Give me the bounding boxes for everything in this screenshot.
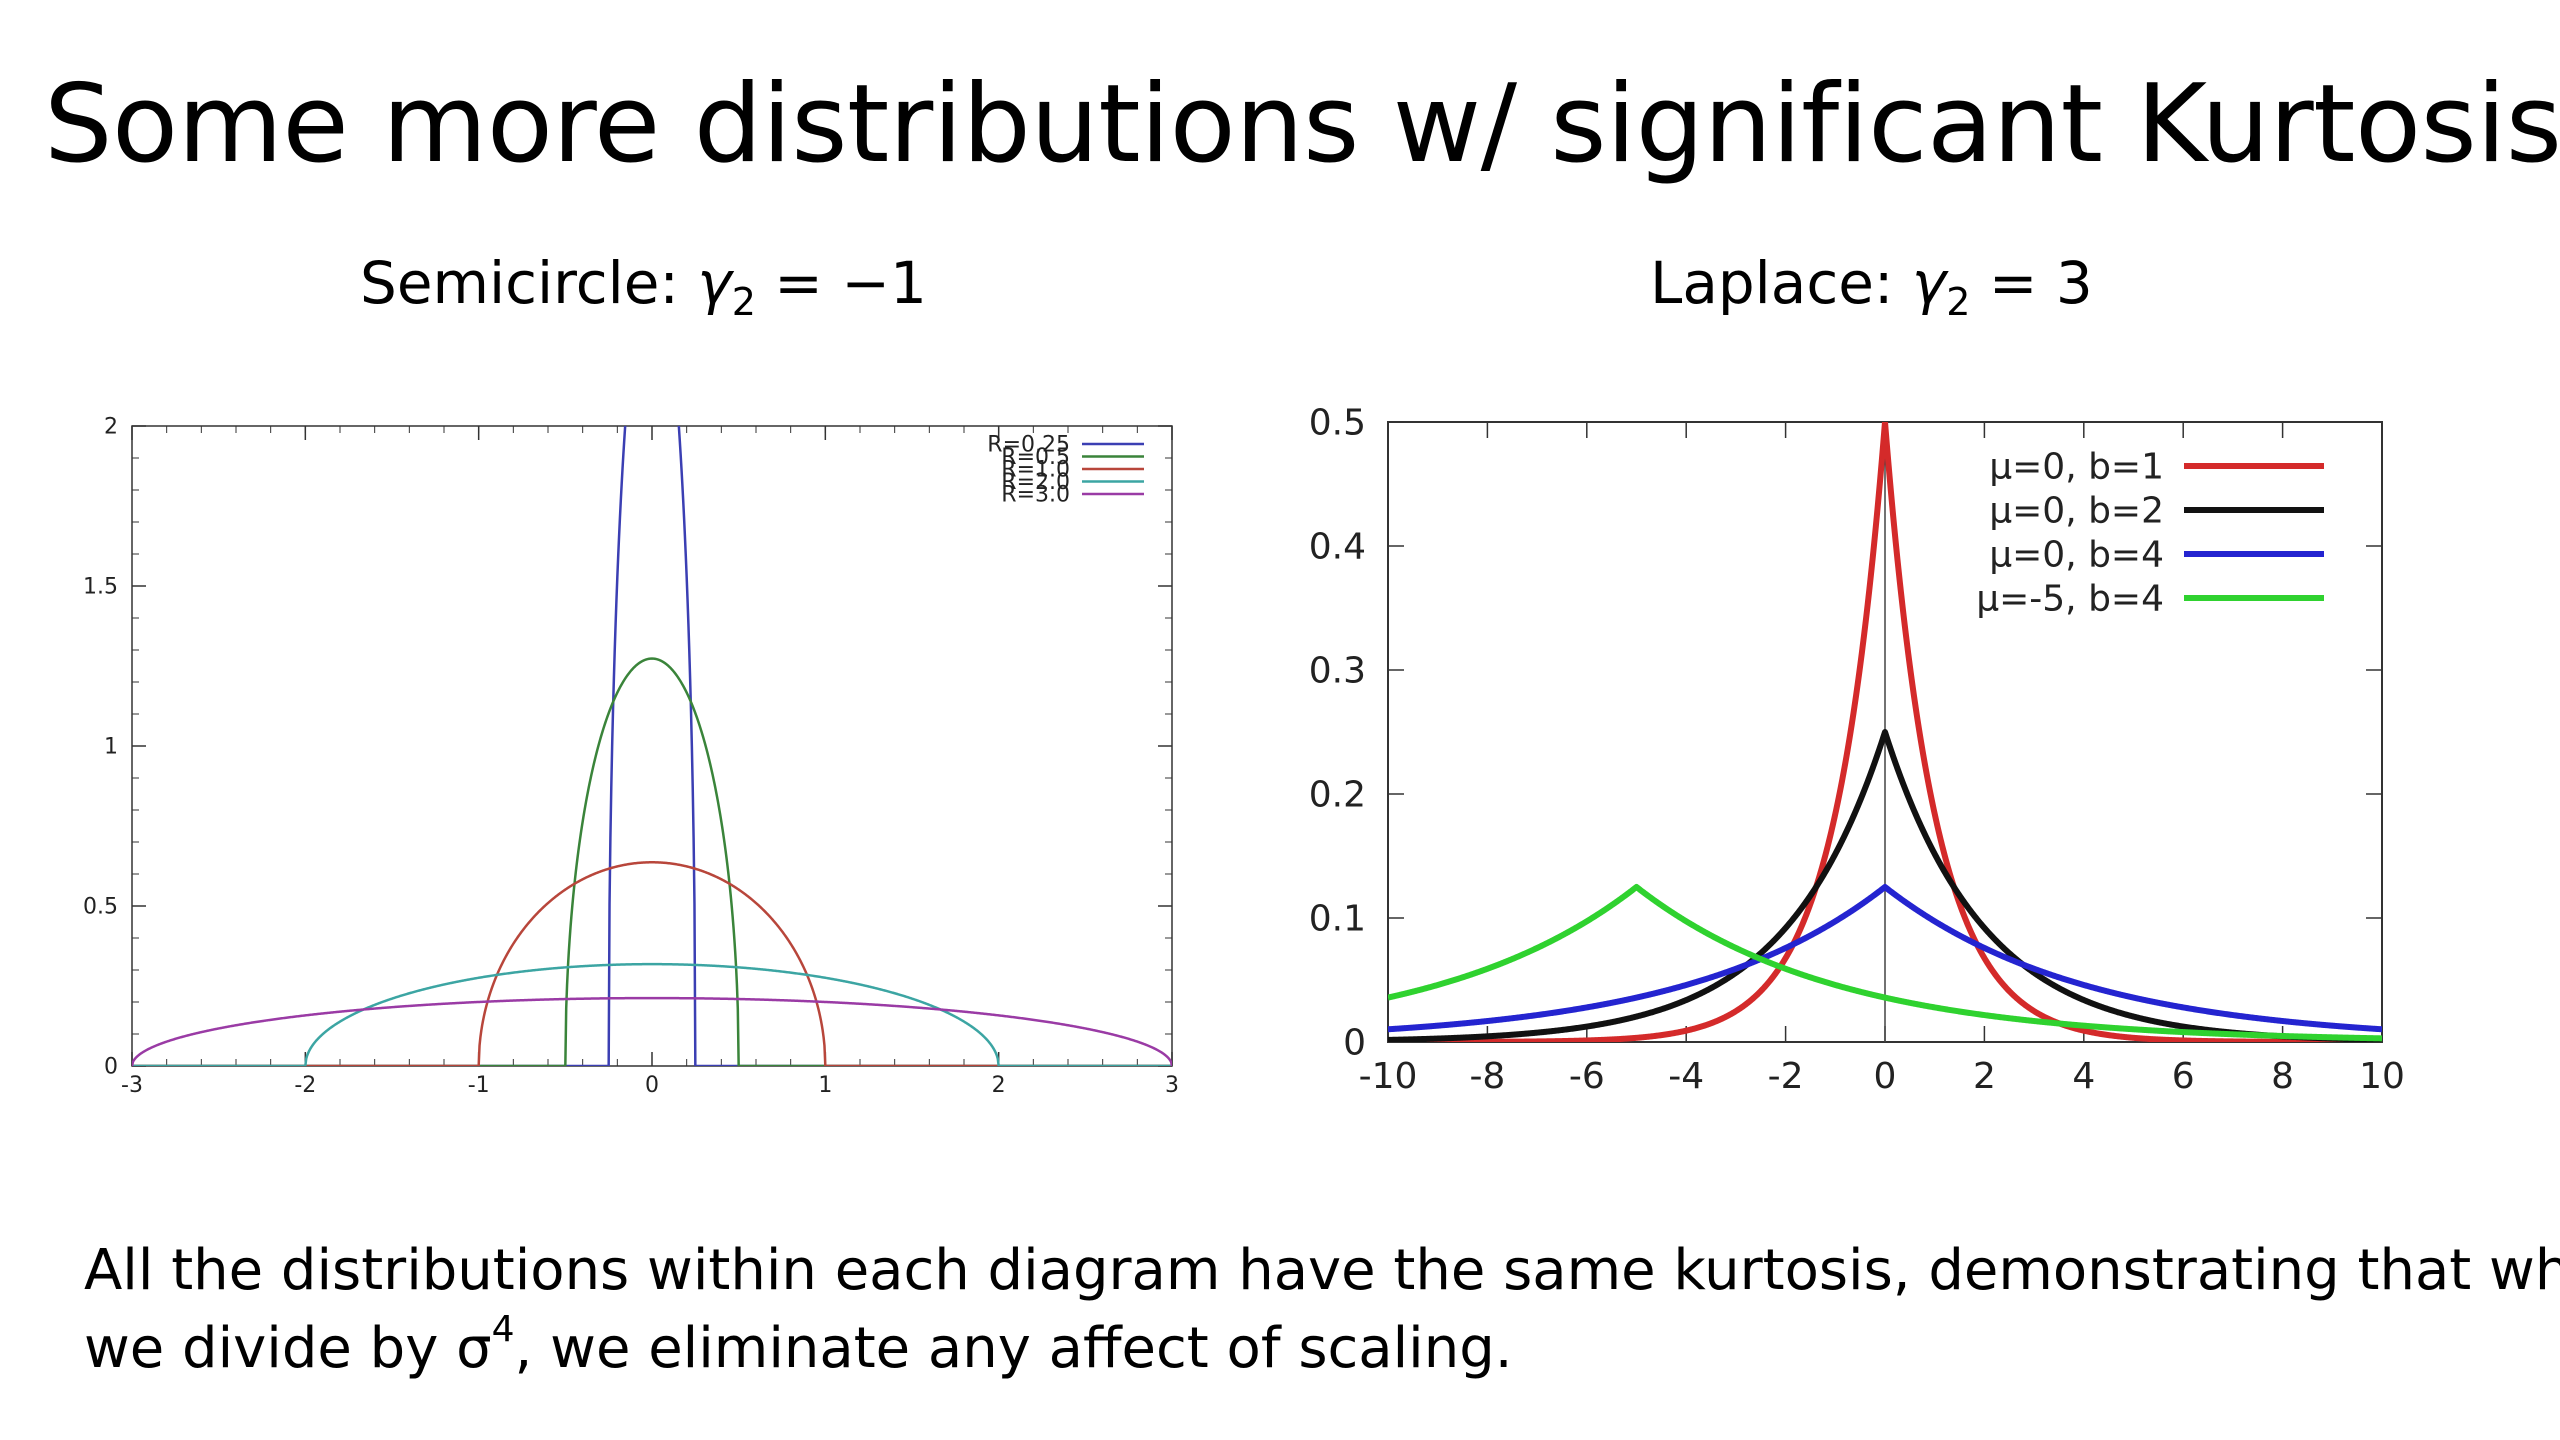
semicircle-plot-frame [131,425,1173,1067]
footnote-text-b: , we eliminate any affect of scaling. [514,1316,1513,1381]
laplace-ytick-label: 0.4 [1309,527,1366,568]
semicircle-series-line [132,861,1172,1066]
laplace-subtitle-label: Laplace: [1650,249,1912,317]
laplace-xtick-label: -2 [1768,1056,1804,1097]
laplace-xtick-label: 6 [2172,1056,2195,1097]
semicircle-subtitle-label: Semicircle: [360,249,698,317]
gamma-symbol: γ [1911,249,1947,317]
laplace-ytick-label: 0.1 [1309,899,1366,940]
semicircle-series-group [132,426,1172,1066]
gamma-subscript: 2 [1946,280,1971,324]
semicircle-chart: -3 -2 -1 0 1 2 3 0 0.5 1 1.5 2 R=0.25R=0.5R=1.0R=2.0… [83,415,1179,1098]
semicircle-legend-label: R=0.5 [1001,445,1070,470]
semicircle-ytick-label: 2 [104,415,118,440]
footnote-line-1: All the distributions within each diagra… [84,1238,2560,1303]
semicircle-series-line [132,962,1172,1066]
semicircle-legend-label: R=3.0 [1001,483,1070,508]
laplace-xtick-label: -6 [1569,1056,1605,1097]
semicircle-ytick-label: 0.5 [83,895,118,920]
laplace-ytick-label: 0 [1343,1023,1366,1064]
laplace-ytick-label: 0.3 [1309,651,1366,692]
laplace-xtick-label: 8 [2271,1056,2294,1097]
laplace-legend-label: μ=0, b=4 [1989,535,2164,576]
semicircle-kurtosis-value: = −1 [755,249,927,317]
semicircle-subtitle: Semicircle: γ2 = −1 [360,248,927,321]
laplace-xtick-label: 0 [1874,1056,1897,1097]
footnote-text-a: we divide by σ [84,1316,492,1381]
laplace-series-line [1388,422,2382,1042]
laplace-xtick-label: -10 [1359,1056,1418,1097]
semicircle-series-line [132,996,1172,1066]
laplace-chart: -10 -8 -6 -4 -2 0 2 4 6 8 10 0 0.1 0.2 0.3 0.4 0.5 μ=0, b… [1309,403,2405,1097]
semicircle-legend-label: R=1.0 [1001,458,1070,483]
laplace-series-line [1388,884,2382,1042]
laplace-subtitle: Laplace: γ2 = 3 [1650,248,2093,321]
semicircle-xtick-label: 0 [645,1073,659,1098]
laplace-kurtosis-value: = 3 [1970,249,2093,317]
semicircle-xtick-label: -3 [121,1073,143,1098]
gamma-subscript: 2 [731,280,756,324]
semicircle-xtick-label: 3 [1165,1073,1179,1098]
semicircle-legend-label: R=2.0 [1001,470,1070,495]
footnote-line-2: we divide by σ4, we eliminate any affect… [84,1310,2524,1388]
laplace-series-group [1388,422,2382,1042]
semicircle-xtick-label: 2 [992,1073,1006,1098]
laplace-xtick-label: 4 [2072,1056,2095,1097]
laplace-xtick-label: 2 [1973,1056,1996,1097]
laplace-ytick-label: 0.2 [1309,775,1366,816]
laplace-legend-label: μ=-5, b=4 [1976,579,2164,620]
laplace-series-line [1388,884,2382,1033]
semicircle-legend-label: R=0.25 [987,433,1070,458]
slide-title: Some more distributions w/ significant K… [44,62,2560,187]
laplace-xtick-label: -4 [1668,1056,1704,1097]
gamma-symbol: γ [697,249,732,317]
laplace-xtick-label: -8 [1469,1056,1505,1097]
semicircle-ytick-label: 0 [104,1055,118,1080]
semicircle-xtick-label: 1 [818,1073,832,1098]
semicircle-xtick-label: -2 [294,1073,316,1098]
semicircle-ytick-label: 1 [104,735,118,760]
semicircle-xtick-label: -1 [468,1073,490,1098]
laplace-xtick-label: 10 [2359,1056,2405,1097]
laplace-ytick-label: 0.5 [1309,403,1366,444]
laplace-legend-label: μ=0, b=1 [1989,447,2164,488]
laplace-legend-label: μ=0, b=2 [1989,491,2164,532]
semicircle-series-line [132,657,1172,1066]
footnote-exponent: 4 [491,1309,515,1350]
semicircle-ytick-label: 1.5 [83,575,118,600]
